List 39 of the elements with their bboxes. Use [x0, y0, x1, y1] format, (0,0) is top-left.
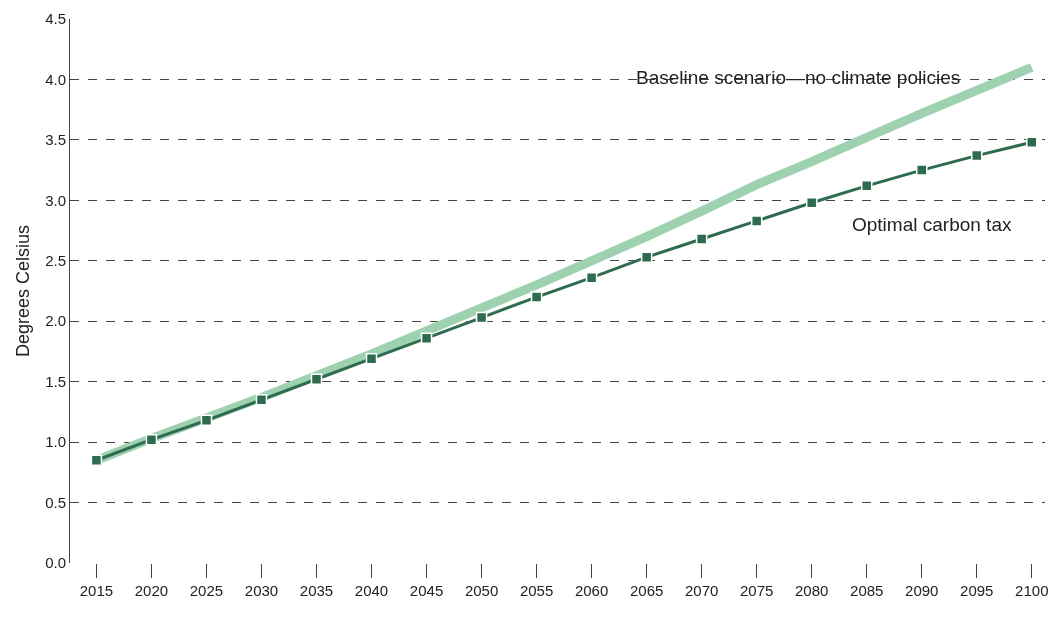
x-tick-label: 2045 — [409, 582, 444, 599]
x-tick-label: 2040 — [354, 582, 389, 599]
y-axis-title: Degrees Celsius — [13, 224, 34, 358]
point — [310, 373, 323, 385]
y-tick-label: 0.5 — [45, 493, 66, 511]
x-tick-label: 2070 — [684, 582, 719, 599]
x-tick-label: 2100 — [1015, 582, 1049, 599]
y-tick-label: 3.0 — [45, 191, 66, 209]
x-tick-label: 2060 — [574, 582, 609, 599]
y-tick-label: 4.5 — [45, 10, 66, 28]
series-label: Optimal carbon tax — [852, 214, 1012, 235]
point — [145, 433, 158, 446]
point — [750, 215, 763, 227]
point — [695, 233, 708, 245]
x-tick-label: 2015 — [79, 582, 114, 599]
series-label: Baseline scenario—no climate policies — [636, 67, 961, 88]
point — [530, 291, 543, 303]
x-tick-label: 2065 — [629, 582, 664, 599]
point — [916, 164, 928, 176]
y-tick-label: 1.0 — [45, 433, 66, 451]
x-tick-label: 2050 — [464, 582, 499, 599]
y-tick-label: 2.5 — [45, 252, 66, 270]
x-tick-label: 2075 — [739, 582, 774, 599]
y-tick-label: 3.5 — [45, 131, 66, 149]
x-tick-label: 2030 — [244, 582, 279, 599]
x-tick-label: 2090 — [905, 582, 939, 599]
y-tick-label: 0.0 — [45, 554, 66, 572]
y-tick-label: 1.5 — [45, 372, 66, 390]
x-tick-label: 2035 — [299, 582, 334, 599]
x-tick-label: 2080 — [795, 582, 829, 599]
x-tick-label: 2095 — [960, 582, 994, 599]
point — [255, 394, 268, 406]
y-tick-label: 2.0 — [45, 312, 66, 330]
y-tick-label: 4.0 — [45, 70, 66, 88]
x-tick-label: 2055 — [519, 582, 554, 599]
x-tick-label: 2085 — [850, 582, 884, 599]
x-tick-label: 2020 — [134, 582, 169, 599]
point — [420, 332, 433, 344]
x-tick-label: 2025 — [189, 582, 224, 599]
